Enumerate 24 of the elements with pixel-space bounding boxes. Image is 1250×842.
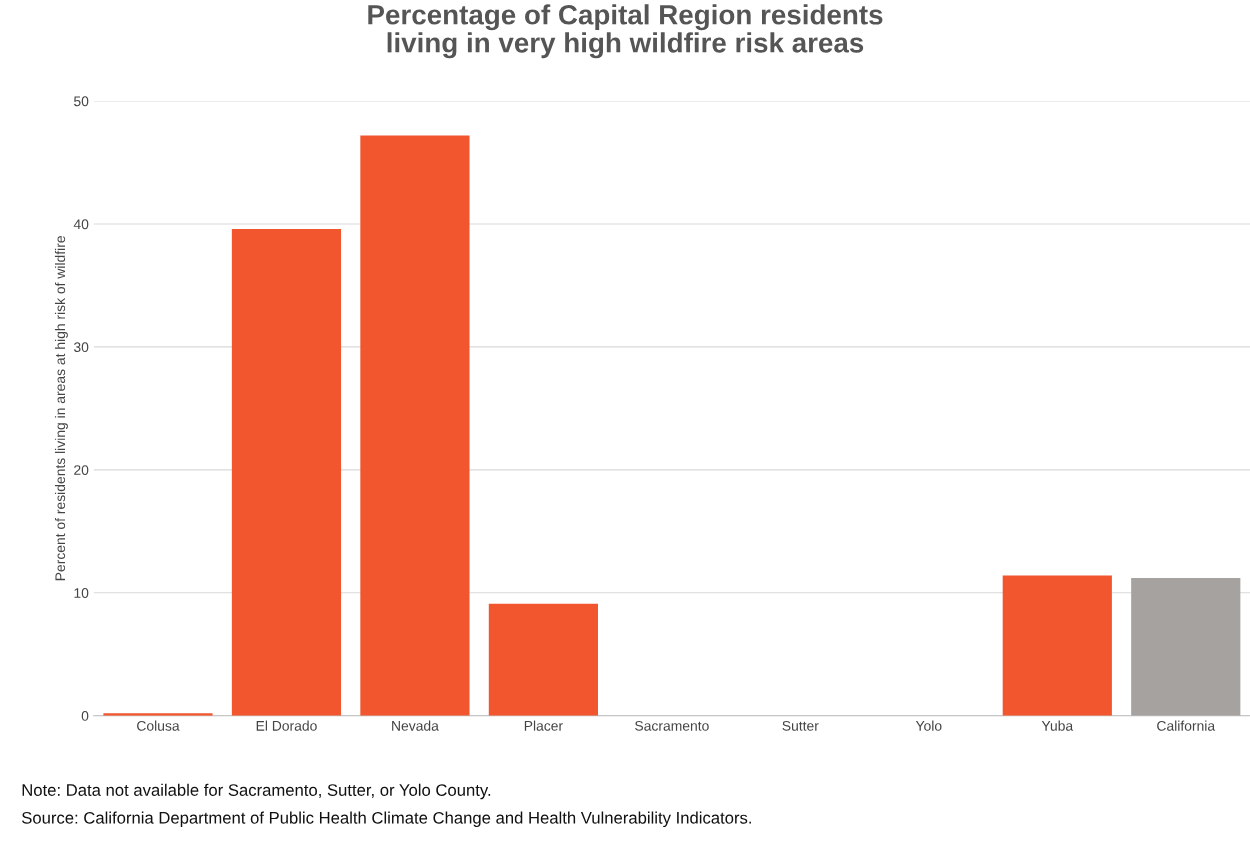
x-tick-label: California	[1157, 720, 1216, 731]
chart-title: Percentage of Capital Region residents living in very high wildfire risk areas	[368, 4, 883, 59]
y-tick-label: 10	[74, 588, 89, 598]
x-tick-label: Sutter	[782, 720, 819, 731]
y-tick-label: 40	[73, 219, 89, 230]
y-tick-label: 20	[74, 465, 89, 476]
y-tick-label: 50	[74, 96, 89, 107]
text: Note: Data not available for Sacramento, Sutter, or Yolo County.	[22, 783, 491, 800]
y-axis-title: Percent of residents living in areas at high risk of wildfire	[54, 236, 68, 581]
x-tick-label: Yolo	[915, 720, 942, 731]
x-tick-label: El Dorado	[256, 720, 317, 731]
bar	[488, 603, 598, 716]
x-tick-label: Sacramento	[635, 720, 709, 731]
x-tick-label: Nevada	[392, 720, 439, 731]
bar	[231, 228, 342, 716]
bar	[360, 135, 470, 716]
bar	[1002, 575, 1112, 716]
y-tick-label: 0	[81, 711, 89, 721]
bar	[1131, 578, 1241, 716]
x-tick-label: Colusa	[137, 720, 180, 731]
x-tick-label: Placer	[524, 720, 563, 731]
y-tick-label: 30	[73, 342, 89, 353]
source-note: Source: California Department of Public Health Climate Change and Health Vulnerability Indicators.	[22, 811, 751, 828]
x-tick-label: Yuba	[1041, 720, 1074, 731]
